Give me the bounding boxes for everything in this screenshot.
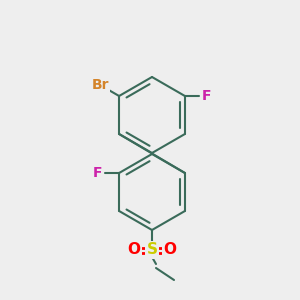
Text: F: F — [202, 89, 212, 103]
Text: O: O — [164, 242, 176, 257]
Text: F: F — [92, 166, 102, 180]
Text: O: O — [128, 242, 140, 257]
Text: S: S — [146, 242, 158, 257]
Text: Br: Br — [91, 78, 109, 92]
